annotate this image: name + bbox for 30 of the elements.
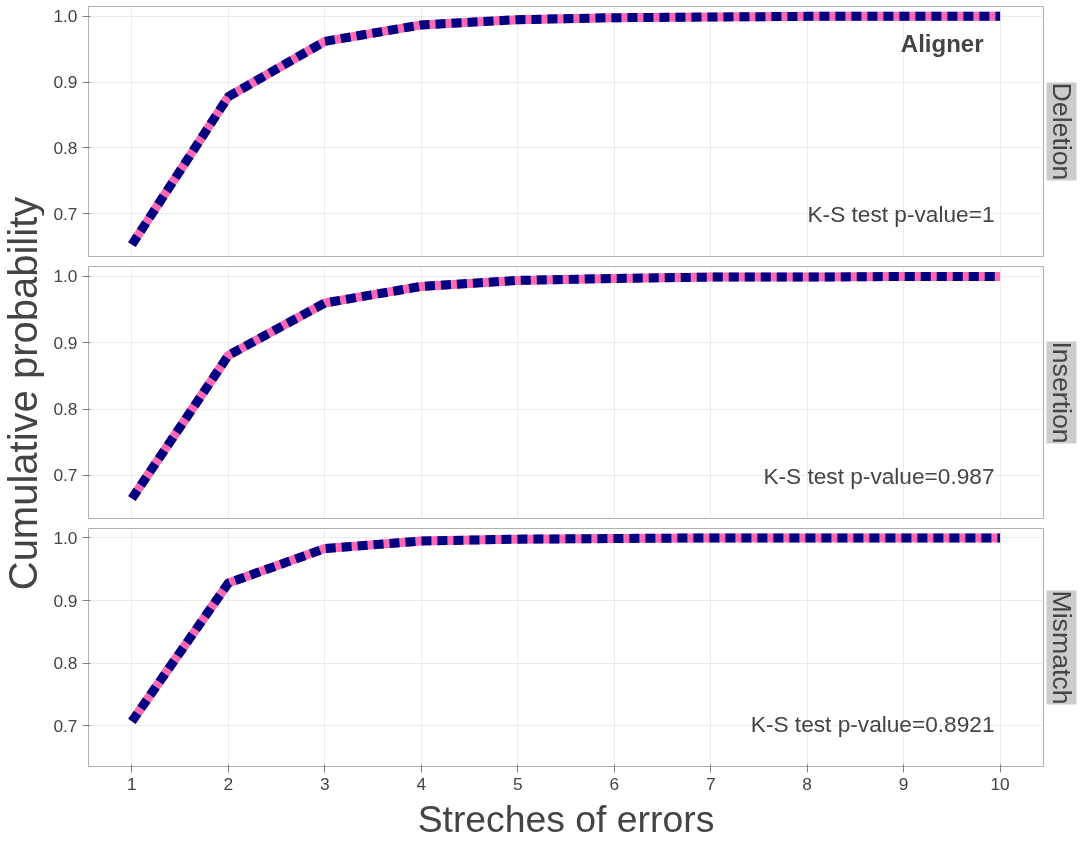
x-tick-label: 8	[802, 773, 812, 794]
y-tick-label: 0.8	[53, 399, 78, 420]
annotation: K-S test p-value=1	[807, 200, 995, 227]
annotation: K-S test p-value=0.987	[763, 462, 995, 489]
y-tick-label: 0.9	[53, 332, 78, 353]
text: Insertion	[1046, 341, 1077, 444]
text: Deletion	[1046, 82, 1077, 181]
legend-title: Aligner	[900, 29, 984, 57]
text: Mismatch	[1046, 590, 1077, 705]
y-tick-label: 1.0	[53, 6, 78, 27]
x-tick-label: 6	[609, 773, 620, 794]
y-tick-label: 0.7	[53, 465, 78, 486]
y-tick-label: 1.0	[53, 266, 78, 287]
x-axis-title: Streches of errors	[417, 797, 715, 840]
x-tick-label: 2	[223, 773, 234, 794]
x-tick-label: 10	[990, 773, 1010, 794]
x-tick-label: 4	[416, 773, 427, 794]
y-tick-label: 0.7	[53, 715, 78, 736]
y-tick-label: 1.0	[53, 527, 78, 548]
x-tick-label: 5	[512, 773, 523, 794]
y-tick-label: 0.9	[53, 72, 78, 93]
y-tick-label: 0.8	[53, 137, 78, 158]
y-tick-label: 0.8	[53, 653, 78, 674]
y-tick-label: 0.7	[53, 203, 78, 224]
x-tick-label: 1	[127, 773, 137, 794]
y-tick-label: 0.9	[53, 590, 78, 611]
x-tick-label: 9	[898, 773, 909, 794]
x-tick-label: 3	[320, 773, 330, 794]
x-tick-label: 7	[705, 773, 716, 794]
annotation: K-S test p-value=0.8921	[750, 710, 995, 737]
